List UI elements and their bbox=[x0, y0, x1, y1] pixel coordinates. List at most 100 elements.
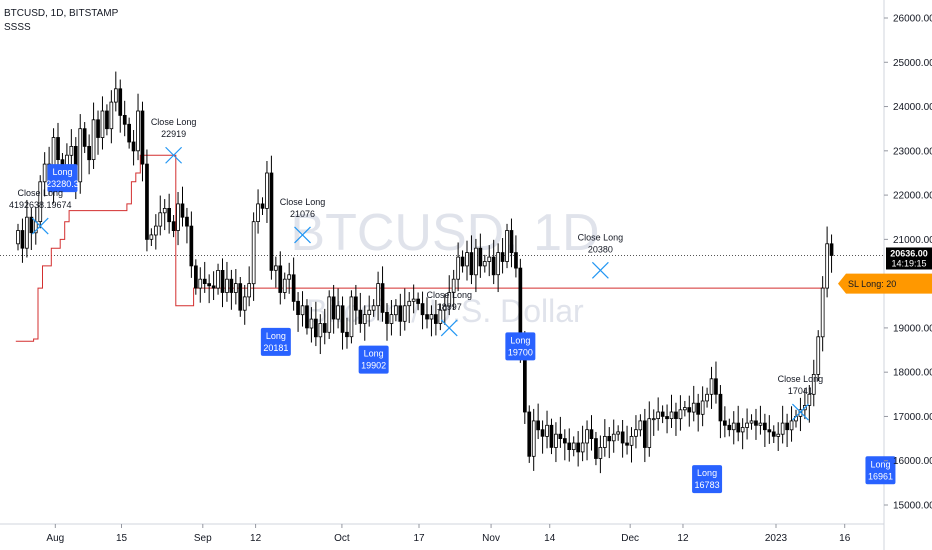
candle-body bbox=[820, 287, 825, 338]
candle-body bbox=[371, 305, 376, 311]
candle-body bbox=[785, 422, 790, 431]
long-entry-label: Long bbox=[266, 331, 286, 341]
long-entry-price: 16961 bbox=[868, 471, 893, 481]
candle-body bbox=[696, 402, 701, 415]
close-long-label: Close Long bbox=[151, 117, 197, 127]
candle-body bbox=[42, 163, 47, 183]
long-entry-label: Long bbox=[364, 349, 384, 359]
candle-body bbox=[789, 420, 794, 431]
x-tick-label: 16 bbox=[839, 533, 851, 544]
candle-body bbox=[723, 420, 727, 426]
x-tick-label: 12 bbox=[677, 533, 689, 544]
stop-loss-label: SL Long: 20 bbox=[848, 279, 896, 289]
candle-body bbox=[509, 230, 514, 254]
candle-body bbox=[398, 305, 403, 322]
candle-body bbox=[69, 145, 74, 156]
close-long-label: Close Long bbox=[280, 197, 326, 207]
candle-body bbox=[607, 435, 612, 442]
candle-body bbox=[87, 145, 91, 161]
close-long-x-marker bbox=[591, 261, 609, 279]
candle-body bbox=[638, 420, 643, 431]
candle-body bbox=[318, 323, 323, 338]
candle-body bbox=[594, 438, 598, 459]
candle-body bbox=[740, 427, 745, 433]
y-tick-label: 18000.00 bbox=[893, 368, 932, 379]
candle-body bbox=[669, 411, 674, 419]
long-entry-price: 16783 bbox=[695, 480, 720, 490]
candle-body bbox=[634, 429, 638, 437]
close-long-x-marker bbox=[294, 226, 311, 244]
close-long-label: Close Long bbox=[17, 188, 63, 198]
candle-body bbox=[616, 431, 621, 435]
candle-body bbox=[385, 311, 389, 324]
candle-body bbox=[500, 252, 505, 262]
candle-body bbox=[56, 137, 60, 161]
candle-body bbox=[260, 203, 265, 209]
long-entry-price: 20181 bbox=[263, 343, 288, 353]
candle-body bbox=[767, 429, 772, 433]
candle-body bbox=[282, 278, 287, 293]
candle-body bbox=[29, 216, 34, 234]
candle-body bbox=[425, 314, 429, 320]
long-entry-label: Long bbox=[510, 335, 530, 345]
x-tick-label: 14 bbox=[544, 533, 556, 544]
candle-body bbox=[122, 115, 127, 125]
candle-body bbox=[807, 393, 812, 406]
y-tick-label: 24000.00 bbox=[893, 102, 932, 113]
candle-body bbox=[665, 416, 669, 420]
candle-body bbox=[825, 243, 830, 289]
close-long-price: 18997 bbox=[437, 302, 462, 312]
candle-body bbox=[438, 309, 443, 324]
long-entry-marker bbox=[47, 164, 78, 193]
candle-body bbox=[291, 274, 296, 302]
long-entry-label: Long bbox=[870, 459, 890, 469]
candle-body bbox=[216, 269, 220, 289]
candle-body bbox=[700, 400, 705, 415]
trailing-stop-line bbox=[15, 154, 825, 342]
candle-body bbox=[545, 424, 549, 437]
candle-body bbox=[207, 283, 211, 287]
candle-body bbox=[709, 378, 714, 395]
candle-body bbox=[736, 422, 741, 433]
candle-body bbox=[278, 265, 283, 293]
y-tick-label: 19000.00 bbox=[893, 323, 932, 334]
candle-body bbox=[678, 409, 683, 420]
candle-body bbox=[251, 221, 256, 285]
candle-body bbox=[620, 431, 625, 444]
candle-body bbox=[78, 128, 83, 183]
last-price-tag bbox=[886, 247, 932, 270]
chart-watermark: BTCUSD, 1D bbox=[290, 204, 599, 262]
candle-body bbox=[380, 283, 385, 313]
candle-body bbox=[576, 442, 581, 453]
candle-body bbox=[114, 88, 118, 103]
candle-body bbox=[496, 252, 501, 276]
close-long-price: 21076 bbox=[290, 209, 315, 219]
long-entry-marker bbox=[505, 332, 536, 361]
candle-body bbox=[185, 216, 189, 227]
candle-body bbox=[180, 203, 185, 218]
close-long-label: Close Long bbox=[426, 290, 472, 300]
long-entry-price: 23280.3 bbox=[46, 179, 79, 189]
candle-body bbox=[442, 305, 447, 311]
candle-body bbox=[20, 230, 25, 249]
close-long-price: 4192638.19674 bbox=[9, 200, 72, 210]
candle-body bbox=[153, 225, 158, 236]
candle-body bbox=[171, 221, 176, 231]
candle-body bbox=[82, 128, 87, 147]
close-long-label: Close Long bbox=[578, 232, 624, 242]
candle-body bbox=[656, 411, 661, 419]
candle-body bbox=[331, 296, 336, 320]
candle-body bbox=[127, 123, 131, 143]
candle-body bbox=[514, 252, 518, 269]
candle-body bbox=[411, 298, 416, 302]
x-tick-label: Oct bbox=[334, 533, 350, 544]
x-tick-label: 2023 bbox=[765, 533, 788, 544]
candle-body bbox=[589, 429, 594, 440]
candle-body bbox=[687, 407, 692, 413]
long-entry-marker bbox=[692, 465, 723, 494]
candle-body bbox=[527, 411, 532, 457]
x-tick-label: 17 bbox=[413, 533, 425, 544]
candle-body bbox=[198, 278, 203, 289]
y-tick-label: 26000.00 bbox=[893, 14, 932, 25]
